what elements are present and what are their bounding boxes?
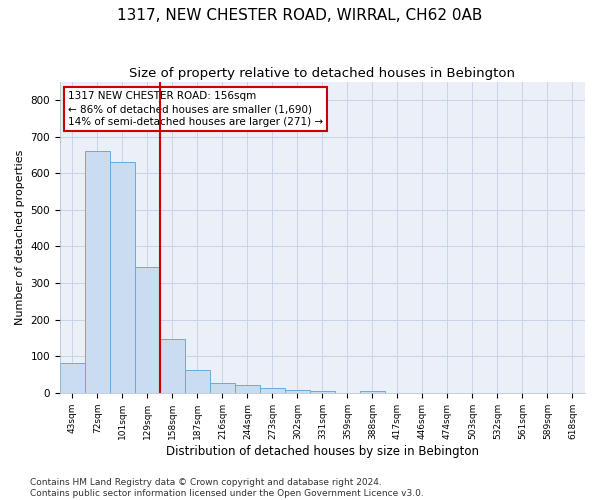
- Title: Size of property relative to detached houses in Bebington: Size of property relative to detached ho…: [130, 68, 515, 80]
- Text: Contains HM Land Registry data © Crown copyright and database right 2024.
Contai: Contains HM Land Registry data © Crown c…: [30, 478, 424, 498]
- Bar: [310, 391, 335, 393]
- Bar: [235, 385, 260, 393]
- Bar: [210, 383, 235, 393]
- Text: 1317 NEW CHESTER ROAD: 156sqm
← 86% of detached houses are smaller (1,690)
14% o: 1317 NEW CHESTER ROAD: 156sqm ← 86% of d…: [68, 91, 323, 128]
- X-axis label: Distribution of detached houses by size in Bebington: Distribution of detached houses by size …: [166, 444, 479, 458]
- Bar: [85, 151, 110, 393]
- Bar: [60, 363, 85, 393]
- Bar: [360, 390, 385, 393]
- Bar: [110, 162, 135, 393]
- Bar: [135, 266, 160, 393]
- Text: 1317, NEW CHESTER ROAD, WIRRAL, CH62 0AB: 1317, NEW CHESTER ROAD, WIRRAL, CH62 0AB: [118, 8, 482, 22]
- Y-axis label: Number of detached properties: Number of detached properties: [15, 150, 25, 325]
- Bar: [285, 390, 310, 393]
- Bar: [260, 388, 285, 393]
- Bar: [160, 338, 185, 393]
- Bar: [185, 370, 210, 393]
